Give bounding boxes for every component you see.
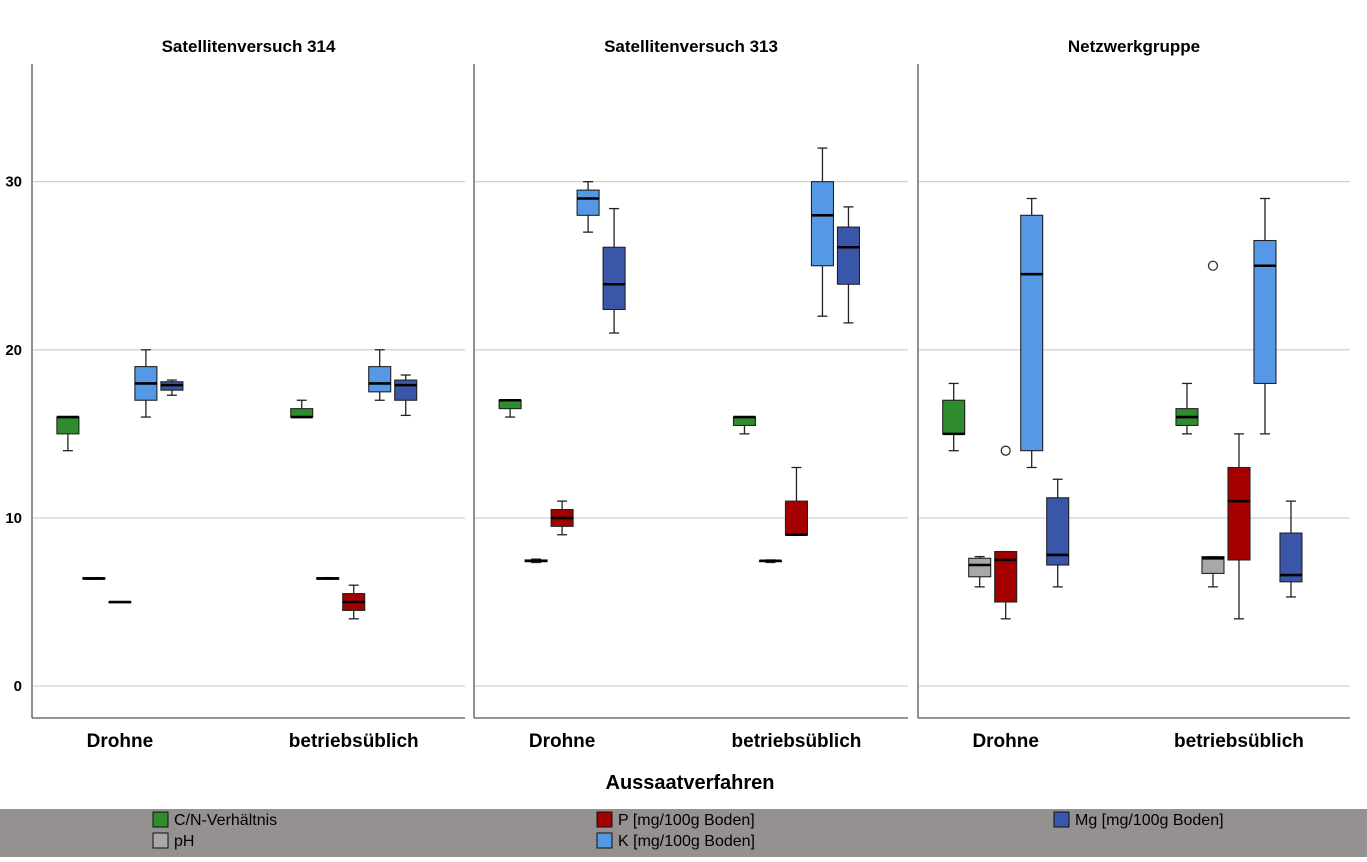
legend-item-p: P [mg/100g Boden] [596,811,755,829]
box-k [810,147,835,317]
box-ph [524,558,548,564]
box-cn [290,399,314,419]
box-cn [1175,382,1199,435]
legend-swatch [152,832,169,849]
x-category-label: Drohne [972,731,1039,752]
box-body [1253,239,1277,384]
box-body [394,379,418,401]
panel-title: Satellitenversuch 313 [604,37,778,56]
legend-label: C/N-Verhältnis [174,812,277,829]
x-category-label: betriebsüblich [289,731,419,752]
y-tick-label: 0 [14,678,22,695]
box-p [784,466,809,537]
box-mg [160,379,184,396]
x-category-label: Drohne [529,731,596,752]
box-cn [498,398,522,418]
box-mg [602,207,626,334]
legend-swatch [1053,811,1070,828]
panel-title: Netzwerkgruppe [1068,37,1200,56]
box-p [1207,260,1251,620]
y-tick-label: 30 [5,174,22,191]
box-body [836,226,861,285]
box-ph [82,576,106,580]
box-ph [1201,555,1225,588]
x-axis-label: Aussaatverfahren [606,772,775,794]
box-p [994,550,1018,620]
box-body [994,551,1018,603]
legend-label: P [mg/100g Boden] [618,812,755,829]
box-mg [1046,478,1070,588]
box-body [1201,556,1225,574]
box-cn [732,415,757,435]
box-cn [942,382,966,452]
box-body [1279,532,1303,583]
x-category-label: Drohne [87,731,154,752]
box-body [968,557,992,578]
legend-swatch [152,811,169,828]
legend-item-mg: Mg [mg/100g Boden] [1053,811,1224,829]
box-p [108,600,132,604]
box-ph [758,559,783,564]
outlier-point [1207,260,1219,271]
box-mg [394,374,418,417]
x-category-label: betriebsüblich [1174,731,1304,752]
box-k [576,181,600,233]
outlier-point [1000,445,1011,456]
legend-label: pH [174,833,194,850]
panel-title: Satellitenversuch 314 [162,37,336,56]
legend-item-cn: C/N-Verhältnis [152,811,277,829]
box-body [368,366,392,393]
box-cn [56,415,80,452]
y-tick-label: 10 [5,510,22,527]
x-category-label: betriebsüblich [732,731,862,752]
legend-swatch [596,832,613,849]
legend-label: K [mg/100g Boden] [618,833,755,850]
box-k [1253,197,1277,435]
legend-swatch [596,811,613,828]
box-body [56,416,80,435]
box-body [576,189,600,216]
box-body [810,181,835,267]
legend-background [0,809,1367,857]
box-ph [968,555,992,588]
box-k [368,349,392,401]
box-body [1020,214,1044,452]
box-body [942,399,966,435]
legend-item-ph: pH [152,832,194,850]
legend-label: Mg [mg/100g Boden] [1075,812,1224,829]
box-body [1227,466,1251,561]
box-body [1046,497,1070,566]
box-k [134,349,158,418]
box-mg [1279,500,1303,598]
box-body [602,246,626,311]
legend-item-k: K [mg/100g Boden] [596,832,755,850]
box-mg [836,206,861,324]
y-tick-label: 20 [5,342,22,359]
box-p [342,584,366,620]
box-body [784,500,809,536]
box-ph [316,576,340,580]
box-k [1000,197,1044,469]
box-p [550,500,574,536]
